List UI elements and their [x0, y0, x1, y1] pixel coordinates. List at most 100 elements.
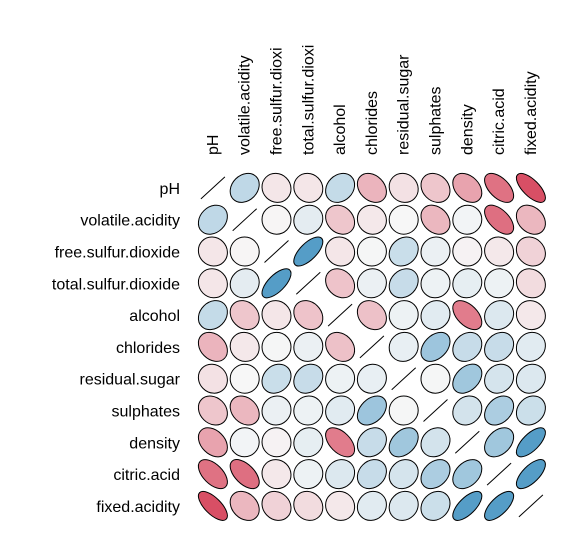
correlation-ellipse [420, 459, 451, 490]
correlation-ellipse [420, 331, 451, 362]
column-label: residual.sugar [396, 54, 413, 155]
matrix-cells [197, 172, 546, 521]
correlation-ellipse [515, 427, 546, 458]
correlation-ellipse [325, 331, 356, 362]
correlation-ellipse [197, 300, 228, 331]
correlation-ellipse [452, 363, 483, 394]
correlation-ellipse [325, 268, 356, 299]
diagonal-line [295, 271, 321, 295]
row-label: chlorides [116, 340, 180, 357]
correlation-ellipse [515, 363, 546, 394]
diagonal-line [264, 240, 289, 263]
row-labels: pH volatile.acidity free.sulfur.dioxide tot… [52, 181, 181, 516]
row-label: volatile.acidity [80, 213, 180, 230]
correlation-ellipse [388, 268, 419, 299]
correlation-ellipse [388, 236, 419, 267]
correlation-ellipse [388, 204, 419, 235]
correlation-ellipse [420, 363, 451, 394]
correlation-ellipse [325, 204, 356, 235]
correlation-ellipse [229, 427, 260, 458]
correlation-ellipse [515, 172, 546, 203]
correlation-ellipse [356, 459, 387, 490]
correlation-ellipse [452, 331, 483, 362]
row-label: fixed.acidity [96, 499, 180, 516]
correlation-ellipse [515, 204, 546, 235]
correlation-ellipse [388, 395, 419, 426]
correlation-ellipse [197, 268, 228, 299]
correlation-ellipse [293, 490, 324, 521]
correlation-ellipse [420, 172, 451, 203]
column-labels: pH volatile.acidity free.sulfur.dioxi total… [205, 45, 540, 155]
correlation-ellipse [515, 459, 546, 490]
column-label: free.sulfur.dioxi [269, 47, 286, 155]
correlation-ellipse [293, 363, 324, 394]
correlation-ellipse [229, 490, 260, 521]
row-label: alcohol [129, 308, 180, 325]
column-label: alcohol [332, 104, 349, 155]
column-label: fixed.acidity [523, 71, 540, 155]
correlation-ellipse [420, 236, 451, 267]
correlation-ellipse [484, 427, 515, 458]
correlation-ellipse [261, 331, 292, 362]
correlation-ellipse [420, 300, 451, 331]
correlation-ellipse [388, 331, 419, 362]
correlation-ellipse [293, 427, 324, 458]
diagonal-line [518, 494, 544, 518]
correlation-ellipse [261, 395, 292, 426]
correlation-ellipse [484, 300, 515, 331]
correlation-ellipse [293, 459, 324, 490]
correlation-ellipse [325, 172, 356, 203]
correlation-ellipse [261, 300, 292, 331]
correlation-ellipse [325, 459, 356, 490]
diagonal-line [391, 367, 417, 391]
correlation-ellipse [356, 172, 387, 203]
correlation-ellipse [515, 395, 546, 426]
correlation-ellipse [420, 427, 451, 458]
correlation-ellipse [452, 268, 483, 299]
correlation-ellipse [484, 236, 515, 267]
correlation-ellipse [515, 331, 546, 362]
column-label: density [459, 104, 476, 155]
correlation-ellipse [197, 363, 228, 394]
correlation-ellipse [261, 268, 292, 299]
row-label: pH [160, 181, 180, 198]
diagonal-line [232, 208, 258, 232]
correlation-ellipse [325, 363, 356, 394]
correlation-ellipse [452, 490, 483, 521]
row-label: citric.acid [113, 467, 180, 484]
correlation-ellipse [484, 172, 515, 203]
correlation-ellipse [261, 363, 292, 394]
correlation-ellipse [229, 268, 260, 299]
correlation-ellipse [197, 395, 228, 426]
correlation-ellipse [452, 300, 483, 331]
correlation-ellipse [229, 300, 260, 331]
column-label: pH [205, 135, 222, 155]
diagonal-line [359, 335, 385, 359]
correlation-ellipse [325, 395, 356, 426]
correlation-ellipse [229, 395, 260, 426]
correlation-ellipse [452, 236, 483, 267]
correlation-ellipse [293, 236, 324, 267]
correlation-ellipse [356, 204, 387, 235]
row-label: total.sulfur.dioxide [52, 276, 180, 293]
correlation-ellipse [261, 427, 292, 458]
correlation-ellipse [261, 459, 292, 490]
correlation-ellipse [325, 427, 356, 458]
correlation-ellipse [484, 268, 515, 299]
correlation-ellipse [452, 172, 483, 203]
correlation-ellipse [356, 490, 387, 521]
diagonal-line [454, 430, 480, 454]
row-label: residual.sugar [80, 372, 181, 389]
diagonal-line [327, 303, 353, 327]
correlation-ellipse [484, 395, 515, 426]
correlation-ellipse [229, 331, 260, 362]
correlation-ellipse [452, 204, 483, 235]
correlation-ellipse [452, 395, 483, 426]
correlation-ellipse [261, 172, 292, 203]
correlation-ellipse [388, 172, 419, 203]
correlation-ellipse [197, 459, 228, 490]
correlation-ellipse [388, 427, 419, 458]
correlation-ellipse [515, 268, 546, 299]
correlation-ellipse [325, 236, 356, 267]
